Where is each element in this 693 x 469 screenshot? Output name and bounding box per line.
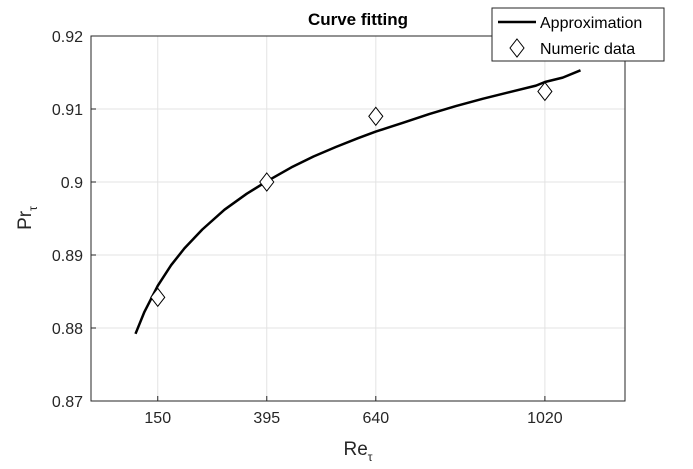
numeric-data-point	[368, 106, 384, 127]
x-axis-ticks: 150 395 640 1020	[144, 396, 563, 427]
x-axis-label: Reτ	[343, 439, 372, 464]
y-tick-label: 0.92	[52, 29, 83, 46]
x-tick-label: 150	[144, 410, 171, 427]
numeric-data-point	[537, 81, 553, 102]
approximation-curve	[134, 69, 581, 335]
y-axis-label-main: Pr	[15, 210, 36, 230]
y-tick-label: 0.91	[52, 102, 83, 119]
legend-label-approximation: Approximation	[540, 15, 642, 32]
plot-area	[91, 36, 625, 401]
numeric-data-point	[259, 172, 275, 192]
x-axis-label-main: Re	[343, 439, 367, 460]
y-tick-label: 0.89	[52, 248, 83, 265]
series-layer	[134, 69, 581, 335]
y-tick-label: 0.87	[52, 394, 83, 411]
y-tick-label: 0.9	[61, 175, 83, 192]
y-tick-label: 0.88	[52, 321, 83, 338]
axes-box	[90, 35, 626, 402]
legend-diamond-swatch	[509, 38, 525, 58]
x-tick-label: 640	[362, 410, 389, 427]
y-axis-label: Prτ	[15, 206, 40, 230]
legend: Approximation Numeric data	[491, 7, 665, 62]
y-axis-ticks: 0.87 0.88 0.89 0.9 0.91 0.92	[52, 29, 96, 411]
x-tick-label: 1020	[527, 410, 563, 427]
legend-label-numeric-data: Numeric data	[540, 41, 635, 58]
chart-title: Curve fitting	[308, 10, 408, 29]
y-axis-label-subscript: τ	[26, 206, 40, 211]
numeric-data-point	[150, 287, 166, 308]
x-axis-label-subscript: τ	[368, 450, 373, 464]
x-tick-label: 395	[253, 410, 280, 427]
